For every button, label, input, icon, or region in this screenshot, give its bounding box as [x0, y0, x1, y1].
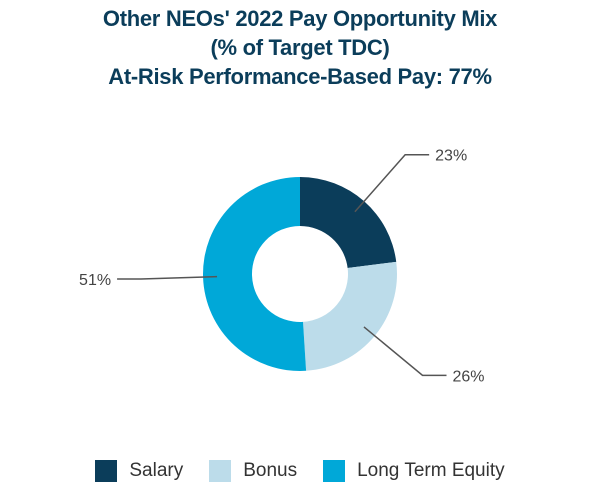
data-label-long-term-equity: 51% [79, 272, 111, 289]
chart-title-line-2: (% of Target TDC) [210, 35, 390, 60]
legend-item-bonus: Bonus [209, 460, 297, 482]
chart-title-line-3: At-Risk Performance-Based Pay: 77% [108, 64, 492, 89]
donut-slice-bonus [303, 261, 397, 371]
donut-slice-salary [300, 177, 397, 268]
legend-swatch-bonus [209, 460, 232, 482]
chart-title-line-1: Other NEOs' 2022 Pay Opportunity Mix [102, 6, 498, 31]
leader-line-long-term-equity [117, 275, 218, 280]
leader-line-bonus [363, 326, 447, 377]
legend-label-bonus: Bonus [243, 460, 298, 481]
legend-item-long-term-equity: Long Term Equity [323, 460, 505, 482]
legend-swatch-salary [95, 460, 118, 482]
donut-slice-long-term-equity [202, 177, 307, 372]
chart-title: Other NEOs' 2022 Pay Opportunity Mix (% … [0, 4, 600, 91]
leader-line-salary [354, 153, 430, 213]
legend-label-long-term-equity: Long Term Equity [357, 460, 505, 481]
chart-legend: Salary Bonus Long Term Equity [0, 460, 600, 482]
legend-swatch-long-term-equity [323, 460, 346, 482]
donut-chart: 23% 26% 51% [79, 148, 485, 386]
data-label-salary: 23% [435, 148, 467, 165]
legend-label-salary: Salary [129, 460, 184, 481]
data-label-bonus: 26% [453, 368, 485, 385]
legend-item-salary: Salary [95, 460, 183, 482]
